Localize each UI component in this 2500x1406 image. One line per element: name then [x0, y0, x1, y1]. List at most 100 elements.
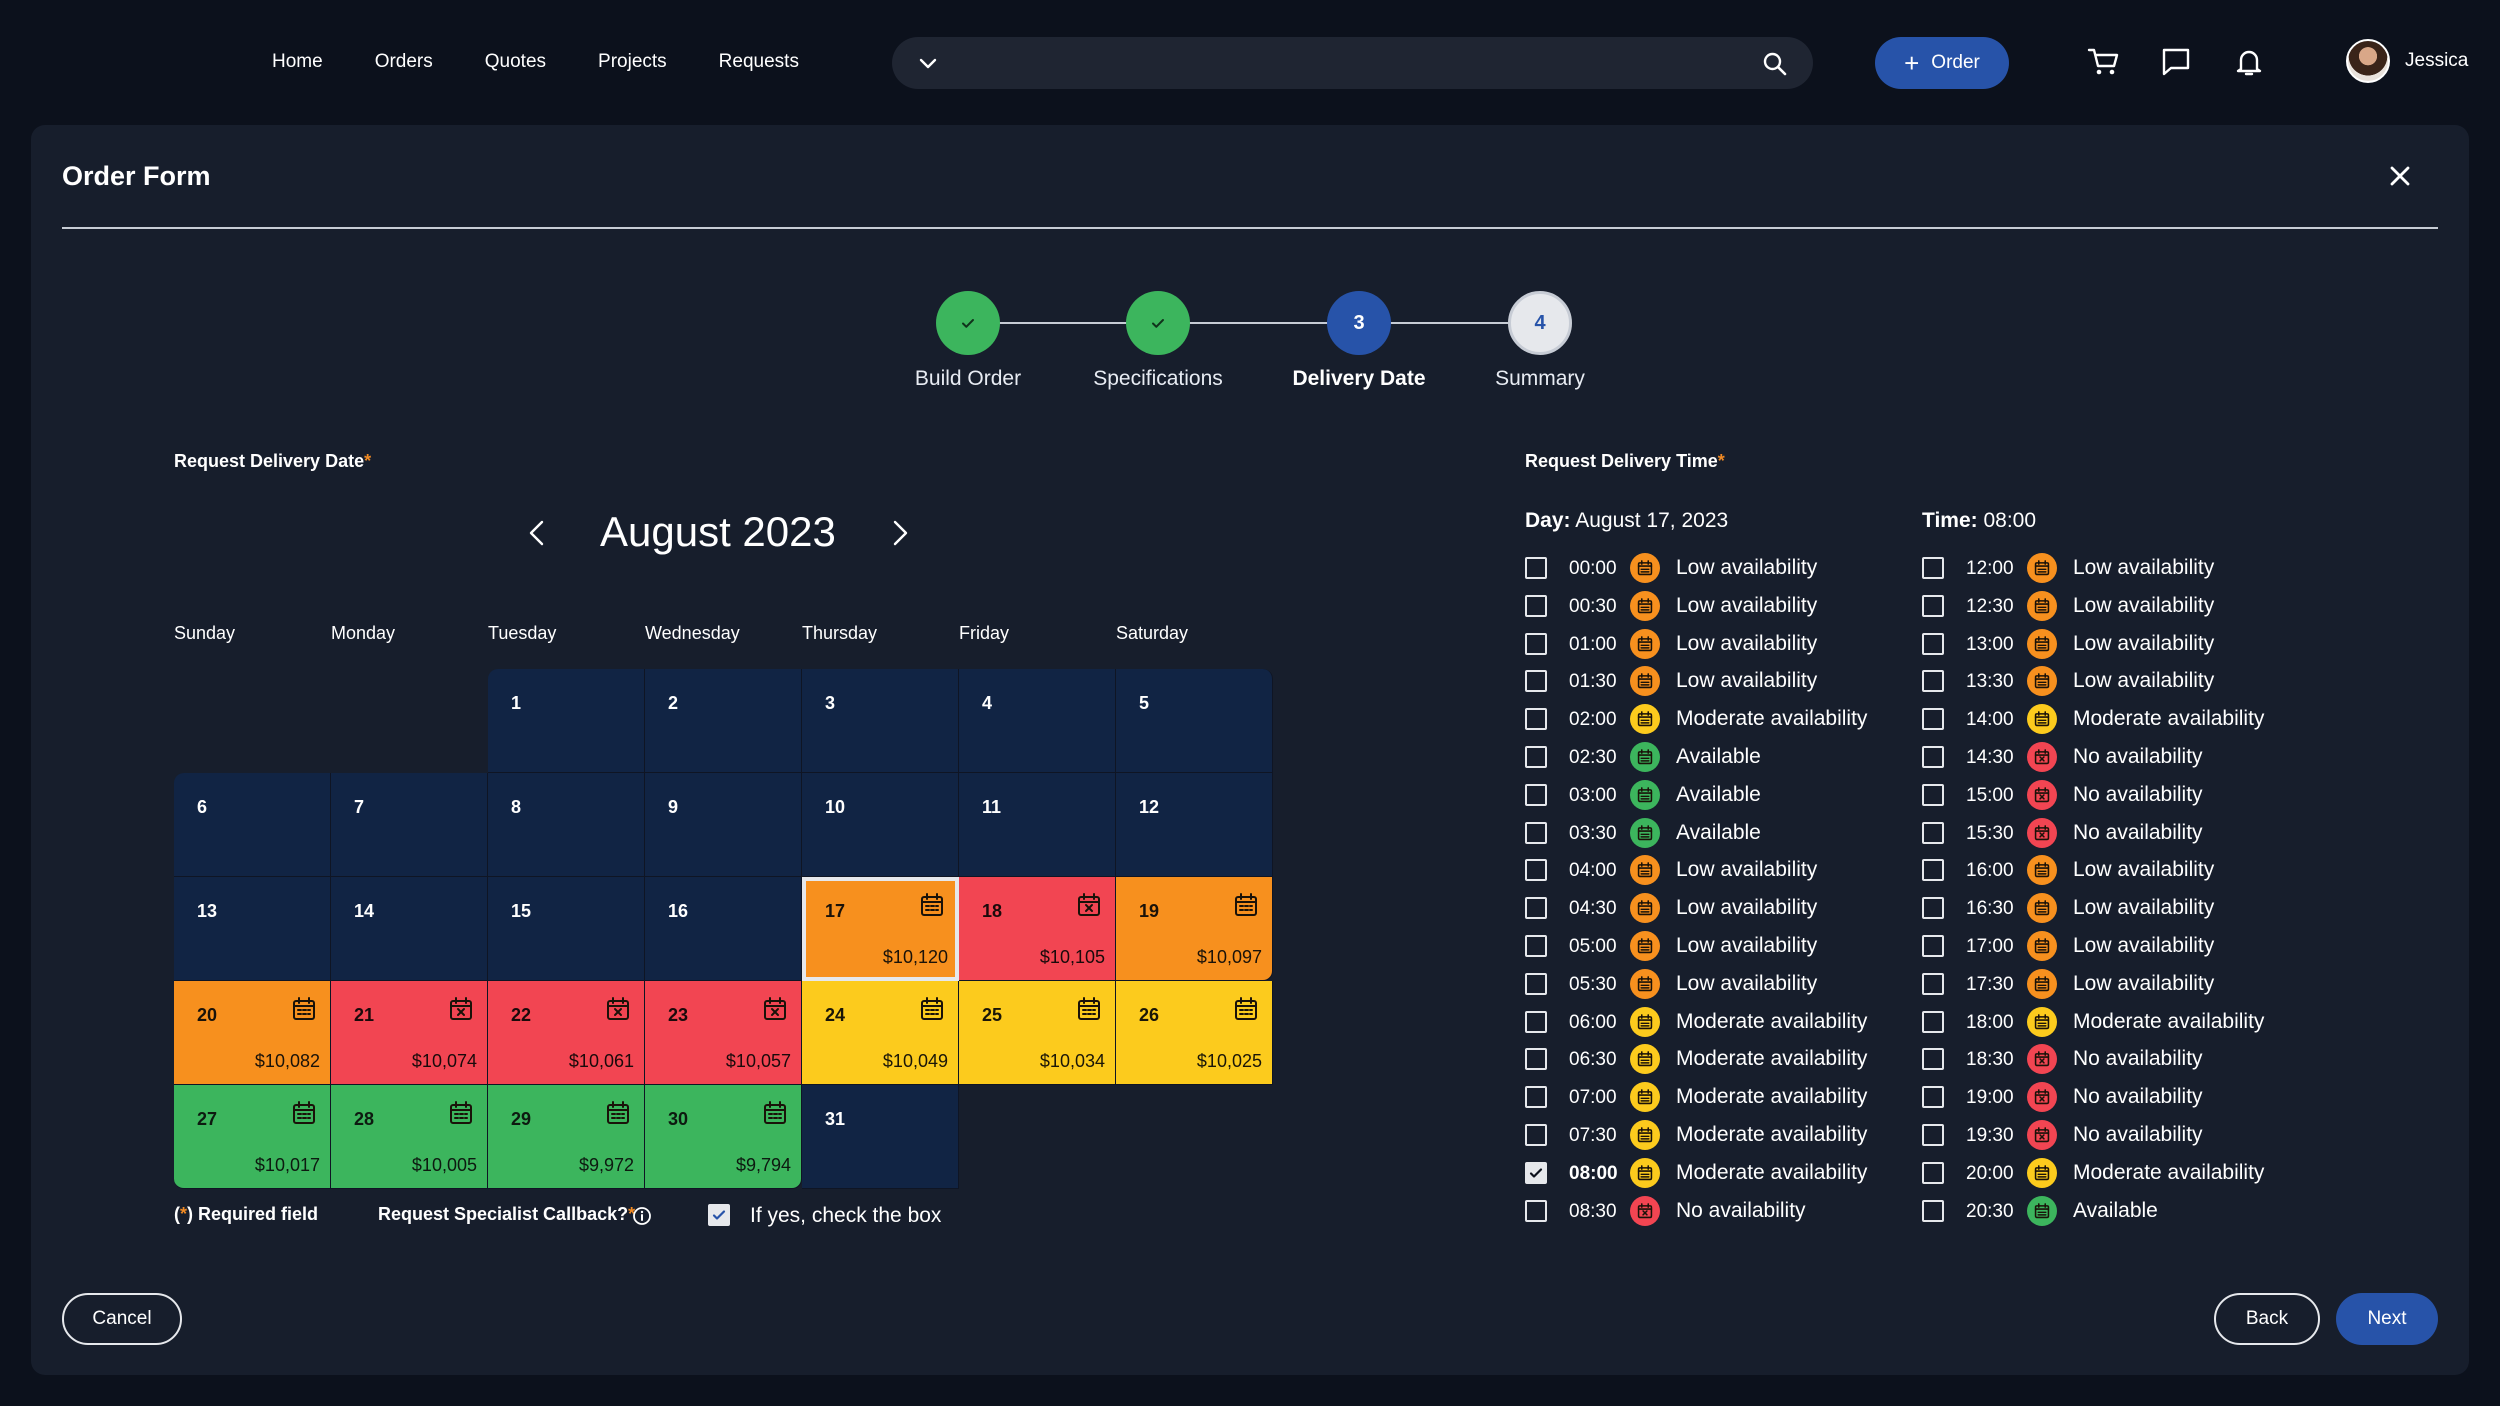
calendar-day[interactable]: 10 [802, 773, 959, 877]
time-slot-checkbox[interactable] [1922, 746, 1944, 768]
time-slot-checkbox[interactable] [1922, 594, 1944, 617]
prev-month-icon[interactable] [522, 515, 552, 551]
time-slot-checkbox[interactable] [1525, 972, 1547, 995]
time-slot-checkbox[interactable] [1922, 897, 1944, 920]
callback-checkbox-label[interactable]: If yes, check the box [750, 1204, 942, 1227]
time-slot-checkbox[interactable] [1922, 632, 1944, 655]
time-slot-row[interactable]: 06:30 Moderate availability [1525, 1044, 1905, 1075]
time-slot-checkbox[interactable] [1525, 708, 1547, 731]
calendar-day[interactable]: 30 $9,794 [645, 1085, 802, 1189]
nav-projects[interactable]: Projects [598, 51, 667, 72]
time-slot-checkbox[interactable] [1922, 935, 1944, 957]
calendar-day[interactable]: 17 $10,120 [802, 877, 959, 981]
calendar-day[interactable]: 14 [331, 877, 488, 981]
chat-icon[interactable] [2158, 44, 2194, 80]
time-slot-checkbox[interactable] [1922, 972, 1944, 995]
time-slot-row[interactable]: 14:00 Moderate availability [1922, 704, 2302, 735]
back-button[interactable]: Back [2214, 1293, 2320, 1345]
time-slot-row[interactable]: 12:30 Low availability [1922, 590, 2302, 621]
calendar-day[interactable]: 11 [959, 773, 1116, 877]
time-slot-row[interactable]: 02:30 Available [1525, 742, 1905, 772]
time-slot-row[interactable]: 17:30 Low availability [1922, 968, 2302, 999]
time-slot-row[interactable]: 15:00 No availability [1922, 779, 2302, 810]
calendar-day[interactable]: 3 [802, 669, 959, 773]
time-slot-row[interactable]: 02:00 Moderate availability [1525, 704, 1905, 735]
next-month-icon[interactable] [885, 515, 915, 551]
time-slot-row[interactable]: 12:00 Low availability [1922, 553, 2302, 583]
time-slot-checkbox[interactable] [1525, 670, 1547, 693]
time-slot-row[interactable]: 05:00 Low availability [1525, 931, 1905, 961]
time-slot-row[interactable]: 07:30 Moderate availability [1525, 1120, 1905, 1150]
time-slot-row[interactable]: 16:00 Low availability [1922, 855, 2302, 886]
calendar-day[interactable]: 2 [645, 669, 802, 773]
callback-checkbox[interactable] [708, 1204, 730, 1226]
time-slot-row[interactable]: 06:00 Moderate availability [1525, 1006, 1905, 1037]
time-slot-row[interactable]: 19:30 No availability [1922, 1120, 2302, 1150]
time-slot-checkbox[interactable] [1525, 935, 1547, 957]
time-slot-checkbox[interactable] [1525, 1199, 1547, 1222]
user-name[interactable]: Jessica [2405, 50, 2469, 71]
calendar-day[interactable]: 15 [488, 877, 645, 981]
avatar[interactable] [2346, 39, 2390, 83]
calendar-day[interactable]: 18 $10,105 [959, 877, 1116, 981]
calendar-day[interactable]: 16 [645, 877, 802, 981]
time-slot-checkbox[interactable] [1525, 594, 1547, 617]
calendar-day[interactable]: 28 $10,005 [331, 1085, 488, 1189]
time-slot-row[interactable]: 04:00 Low availability [1525, 855, 1905, 886]
calendar-day[interactable]: 1 [488, 669, 645, 773]
calendar-day[interactable]: 5 [1116, 669, 1273, 773]
time-slot-checkbox[interactable] [1922, 783, 1944, 806]
time-slot-checkbox[interactable] [1922, 821, 1944, 844]
time-slot-checkbox[interactable] [1922, 1124, 1944, 1146]
step-delivery-date[interactable]: 3 [1327, 291, 1391, 355]
time-slot-checkbox[interactable] [1525, 859, 1547, 882]
calendar-day[interactable]: 12 [1116, 773, 1273, 877]
calendar-day[interactable]: 24 $10,049 [802, 981, 959, 1085]
time-slot-checkbox[interactable] [1525, 821, 1547, 844]
calendar-day[interactable]: 8 [488, 773, 645, 877]
calendar-day[interactable]: 7 [331, 773, 488, 877]
calendar-day[interactable]: 25 $10,034 [959, 981, 1116, 1085]
time-slot-row[interactable]: 14:30 No availability [1922, 742, 2302, 772]
info-icon[interactable] [632, 1206, 652, 1226]
nav-quotes[interactable]: Quotes [484, 51, 547, 72]
calendar-day[interactable]: 31 [802, 1085, 959, 1189]
time-slot-checkbox[interactable] [1922, 557, 1944, 579]
time-slot-row[interactable]: 00:00 Low availability [1525, 553, 1905, 583]
time-slot-checkbox[interactable] [1525, 1086, 1547, 1109]
time-slot-row[interactable]: 04:30 Low availability [1525, 893, 1905, 924]
time-slot-checkbox[interactable] [1922, 1010, 1944, 1033]
time-slot-checkbox[interactable] [1525, 1124, 1547, 1146]
step-build-order[interactable] [936, 291, 1000, 355]
time-slot-row[interactable]: 13:30 Low availability [1922, 666, 2302, 697]
calendar-day[interactable]: 22 $10,061 [488, 981, 645, 1085]
time-slot-row[interactable]: 20:30 Available [1922, 1195, 2302, 1226]
time-slot-row[interactable]: 20:00 Moderate availability [1922, 1157, 2302, 1188]
close-icon[interactable] [2385, 161, 2415, 191]
time-slot-row[interactable]: 08:00 Moderate availability [1525, 1157, 1905, 1188]
time-slot-row[interactable]: 01:00 Low availability [1525, 628, 1905, 659]
time-slot-checkbox[interactable] [1525, 632, 1547, 655]
time-slot-row[interactable]: 18:30 No availability [1922, 1044, 2302, 1075]
time-slot-row[interactable]: 19:00 No availability [1922, 1082, 2302, 1113]
search-icon[interactable] [1761, 50, 1789, 78]
time-slot-row[interactable]: 18:00 Moderate availability [1922, 1006, 2302, 1037]
calendar-day[interactable]: 19 $10,097 [1116, 877, 1273, 981]
time-slot-row[interactable]: 00:30 Low availability [1525, 590, 1905, 621]
time-slot-checkbox[interactable] [1922, 1048, 1944, 1071]
search-bar[interactable] [892, 37, 1813, 89]
next-button[interactable]: Next [2336, 1293, 2438, 1345]
calendar-day[interactable]: 21 $10,074 [331, 981, 488, 1085]
cancel-button[interactable]: Cancel [62, 1293, 182, 1345]
time-slot-checkbox[interactable] [1525, 897, 1547, 920]
calendar-day[interactable]: 26 $10,025 [1116, 981, 1273, 1085]
step-specifications[interactable] [1126, 291, 1190, 355]
time-slot-row[interactable]: 17:00 Low availability [1922, 931, 2302, 961]
time-slot-checkbox[interactable] [1922, 1161, 1944, 1184]
time-slot-checkbox[interactable] [1525, 746, 1547, 768]
nav-requests[interactable]: Requests [718, 51, 799, 72]
calendar-day[interactable]: 6 [174, 773, 331, 877]
calendar-day[interactable]: 4 [959, 669, 1116, 773]
calendar-day[interactable]: 27 $10,017 [174, 1085, 331, 1189]
bell-icon[interactable] [2231, 44, 2267, 80]
